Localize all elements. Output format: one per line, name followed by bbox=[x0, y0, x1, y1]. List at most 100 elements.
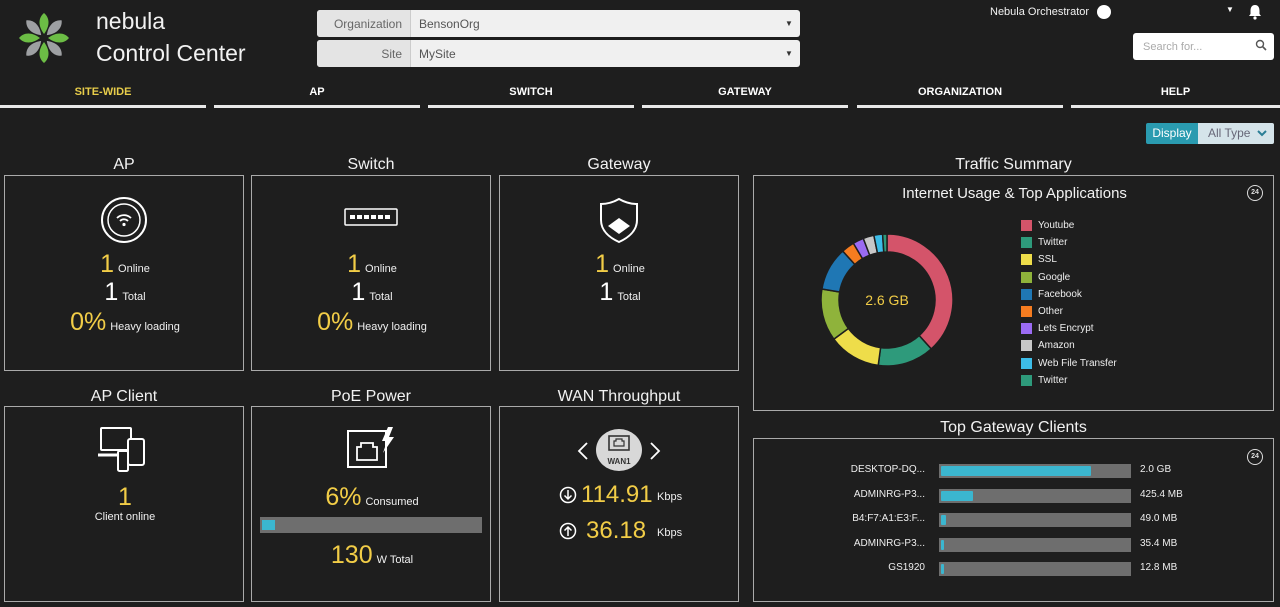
poe-total-value: 130 bbox=[330, 541, 373, 569]
search-input[interactable] bbox=[1133, 33, 1251, 60]
orchestrator-toggle[interactable]: Nebula Orchestrator bbox=[990, 5, 1112, 19]
wan-interface-badge[interactable]: WAN1 bbox=[596, 429, 642, 471]
wan-card[interactable]: WAN1 114.91 Kbps 36.18 Kbps bbox=[499, 406, 739, 602]
gateway-online-label: Online bbox=[613, 263, 645, 275]
legend-label: SSL bbox=[1038, 254, 1057, 266]
usage-donut-chart bbox=[820, 233, 954, 367]
display-button[interactable]: Display bbox=[1146, 123, 1198, 144]
client-usage-fill bbox=[941, 539, 945, 550]
legend-label: Amazon bbox=[1038, 340, 1075, 352]
poe-card[interactable]: 6% Consumed 130 W Total bbox=[251, 406, 491, 602]
client-row[interactable]: B4:F7:A1:E3:F... 49.0 MB bbox=[754, 512, 1275, 528]
donut-slice-twitter[interactable] bbox=[881, 233, 888, 253]
type-select[interactable]: All Type bbox=[1198, 123, 1274, 144]
client-usage-value: 12.8 MB bbox=[1140, 562, 1178, 573]
24h-icon[interactable]: 24 bbox=[1247, 185, 1263, 201]
brand-name: nebula bbox=[96, 8, 166, 34]
donut-center-label: 2.6 GB bbox=[865, 292, 909, 308]
ap-online-label: Online bbox=[118, 263, 150, 275]
site-select[interactable]: Site MySite ▼ bbox=[317, 40, 800, 67]
switch-online-count: 1 bbox=[347, 250, 362, 278]
legend-item[interactable]: Lets Encrypt bbox=[1021, 323, 1094, 335]
client-row[interactable]: ADMINRG-P3... 425.4 MB bbox=[754, 488, 1275, 504]
legend-item[interactable]: Youtube bbox=[1021, 220, 1074, 231]
legend-label: Google bbox=[1038, 271, 1071, 283]
search-box[interactable] bbox=[1133, 33, 1274, 60]
organization-label: Organization bbox=[317, 10, 411, 37]
traffic-summary-title: Traffic Summary bbox=[955, 156, 1072, 173]
site-value: MySite bbox=[419, 46, 456, 61]
ap-total-count: 1 bbox=[104, 278, 119, 306]
download-arrow-icon bbox=[559, 486, 577, 504]
switch-card[interactable]: 1 Online 1 Total 0% Heavy loading bbox=[251, 175, 491, 371]
client-row[interactable]: ADMINRG-P3... 35.4 MB bbox=[754, 537, 1275, 553]
legend-label: Web File Transfer bbox=[1038, 357, 1117, 369]
poe-consumed-label: Consumed bbox=[365, 496, 419, 508]
tab-help[interactable]: HELP bbox=[1071, 84, 1280, 108]
client-usage-fill bbox=[941, 515, 946, 525]
legend-swatch bbox=[1021, 271, 1032, 283]
24h-icon[interactable]: 24 bbox=[1247, 449, 1263, 465]
legend-swatch bbox=[1021, 288, 1032, 300]
client-row[interactable]: DESKTOP-DQ... 2.0 GB bbox=[754, 463, 1275, 479]
client-usage-bar bbox=[939, 488, 1131, 503]
top-clients-title: Top Gateway Clients bbox=[940, 419, 1087, 436]
ap-client-count: 1 bbox=[118, 483, 132, 511]
poe-progress-fill bbox=[262, 520, 276, 530]
chevron-down-icon bbox=[1257, 130, 1267, 137]
client-usage-fill bbox=[941, 466, 1092, 476]
ap-client-card[interactable]: 1 Client online bbox=[4, 406, 244, 602]
organization-select[interactable]: Organization BensonOrg ▼ bbox=[317, 10, 800, 37]
wan-download-value: 114.91 bbox=[581, 481, 653, 508]
legend-swatch bbox=[1021, 357, 1032, 369]
gateway-card[interactable]: 1 Online 1 Total bbox=[499, 175, 739, 371]
legend-swatch bbox=[1021, 374, 1032, 386]
poe-title: PoE Power bbox=[330, 388, 412, 405]
chevron-left-icon[interactable] bbox=[577, 441, 589, 461]
wan-title: WAN Throughput bbox=[557, 388, 681, 405]
site-label: Site bbox=[317, 40, 411, 67]
legend-item[interactable]: Other bbox=[1021, 306, 1063, 317]
orchestrator-label: Nebula Orchestrator bbox=[990, 6, 1090, 18]
bell-icon[interactable] bbox=[1246, 3, 1264, 21]
client-row[interactable]: GS1920 12.8 MB bbox=[754, 561, 1275, 577]
client-usage-value: 35.4 MB bbox=[1140, 537, 1178, 549]
legend-item[interactable]: Twitter bbox=[1021, 374, 1067, 386]
client-usage-bar bbox=[939, 513, 1131, 527]
tab-switch[interactable]: SWITCH bbox=[428, 84, 634, 108]
devices-icon bbox=[98, 427, 145, 472]
tab-site-wide[interactable]: SITE-WIDE bbox=[0, 84, 206, 108]
legend-item[interactable]: Twitter bbox=[1021, 237, 1068, 249]
user-menu-chevron-icon[interactable]: ▼ bbox=[1226, 5, 1234, 14]
poe-progress-bar bbox=[260, 517, 482, 533]
legend-item[interactable]: Facebook bbox=[1021, 288, 1082, 300]
legend-label: Twitter bbox=[1038, 237, 1068, 249]
switch-online-label: Online bbox=[365, 263, 397, 275]
ap-total-label: Total bbox=[122, 291, 146, 303]
legend-item[interactable]: Google bbox=[1021, 271, 1071, 283]
client-name: DESKTOP-DQ... bbox=[850, 464, 925, 475]
legend-label: Lets Encrypt bbox=[1038, 323, 1094, 335]
legend-item[interactable]: SSL bbox=[1021, 254, 1057, 266]
legend-swatch bbox=[1021, 237, 1032, 249]
ap-card[interactable]: 1 Online 1 Total 0% Heavy loading bbox=[4, 175, 244, 371]
legend-item[interactable]: Web File Transfer bbox=[1021, 357, 1117, 369]
tab-organization[interactable]: ORGANIZATION bbox=[857, 84, 1063, 108]
tab-ap[interactable]: AP bbox=[214, 84, 420, 108]
type-select-value: All Type bbox=[1208, 126, 1251, 140]
client-name: B4:F7:A1:E3:F... bbox=[852, 513, 925, 524]
switch-heavy-label: Heavy loading bbox=[357, 321, 427, 333]
chevron-right-icon[interactable] bbox=[649, 441, 661, 461]
wan-download-unit: Kbps bbox=[657, 491, 683, 503]
wan-upload-unit: Kbps bbox=[657, 527, 683, 539]
ap-client-title: AP Client bbox=[90, 388, 158, 405]
tab-gateway[interactable]: GATEWAY bbox=[642, 84, 848, 108]
switch-icon bbox=[344, 208, 398, 226]
search-icon[interactable] bbox=[1255, 39, 1267, 51]
nebula-logo bbox=[19, 13, 69, 63]
port-icon bbox=[608, 435, 630, 451]
legend-swatch bbox=[1021, 323, 1032, 335]
legend-item[interactable]: Amazon bbox=[1021, 340, 1075, 352]
ap-title: AP bbox=[113, 156, 135, 173]
client-usage-value: 425.4 MB bbox=[1140, 488, 1183, 500]
